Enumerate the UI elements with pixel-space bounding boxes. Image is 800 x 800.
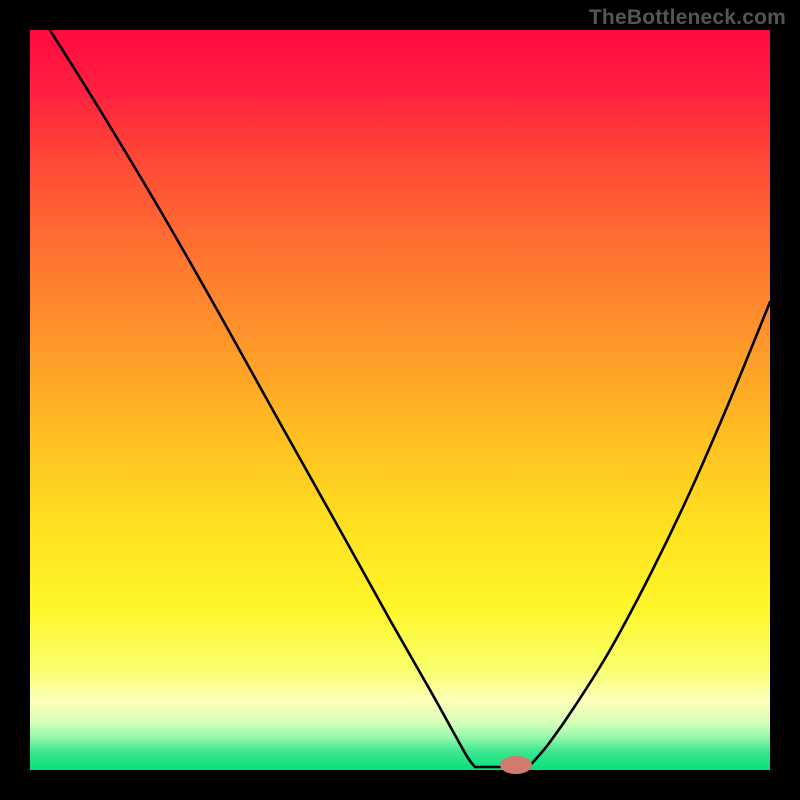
watermark-label: TheBottleneck.com xyxy=(589,6,786,30)
chart-plot-area xyxy=(30,30,770,770)
bottleneck-chart xyxy=(0,0,800,800)
optimal-marker xyxy=(500,756,532,774)
